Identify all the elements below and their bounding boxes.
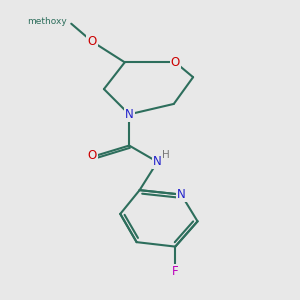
Text: methoxy: methoxy [27, 17, 67, 26]
Text: O: O [171, 56, 180, 69]
Text: N: N [153, 155, 162, 168]
Text: F: F [172, 266, 178, 278]
Text: N: N [177, 188, 186, 201]
Text: O: O [87, 35, 97, 48]
Text: O: O [87, 149, 97, 162]
Text: H: H [162, 150, 169, 161]
Text: N: N [125, 108, 134, 121]
